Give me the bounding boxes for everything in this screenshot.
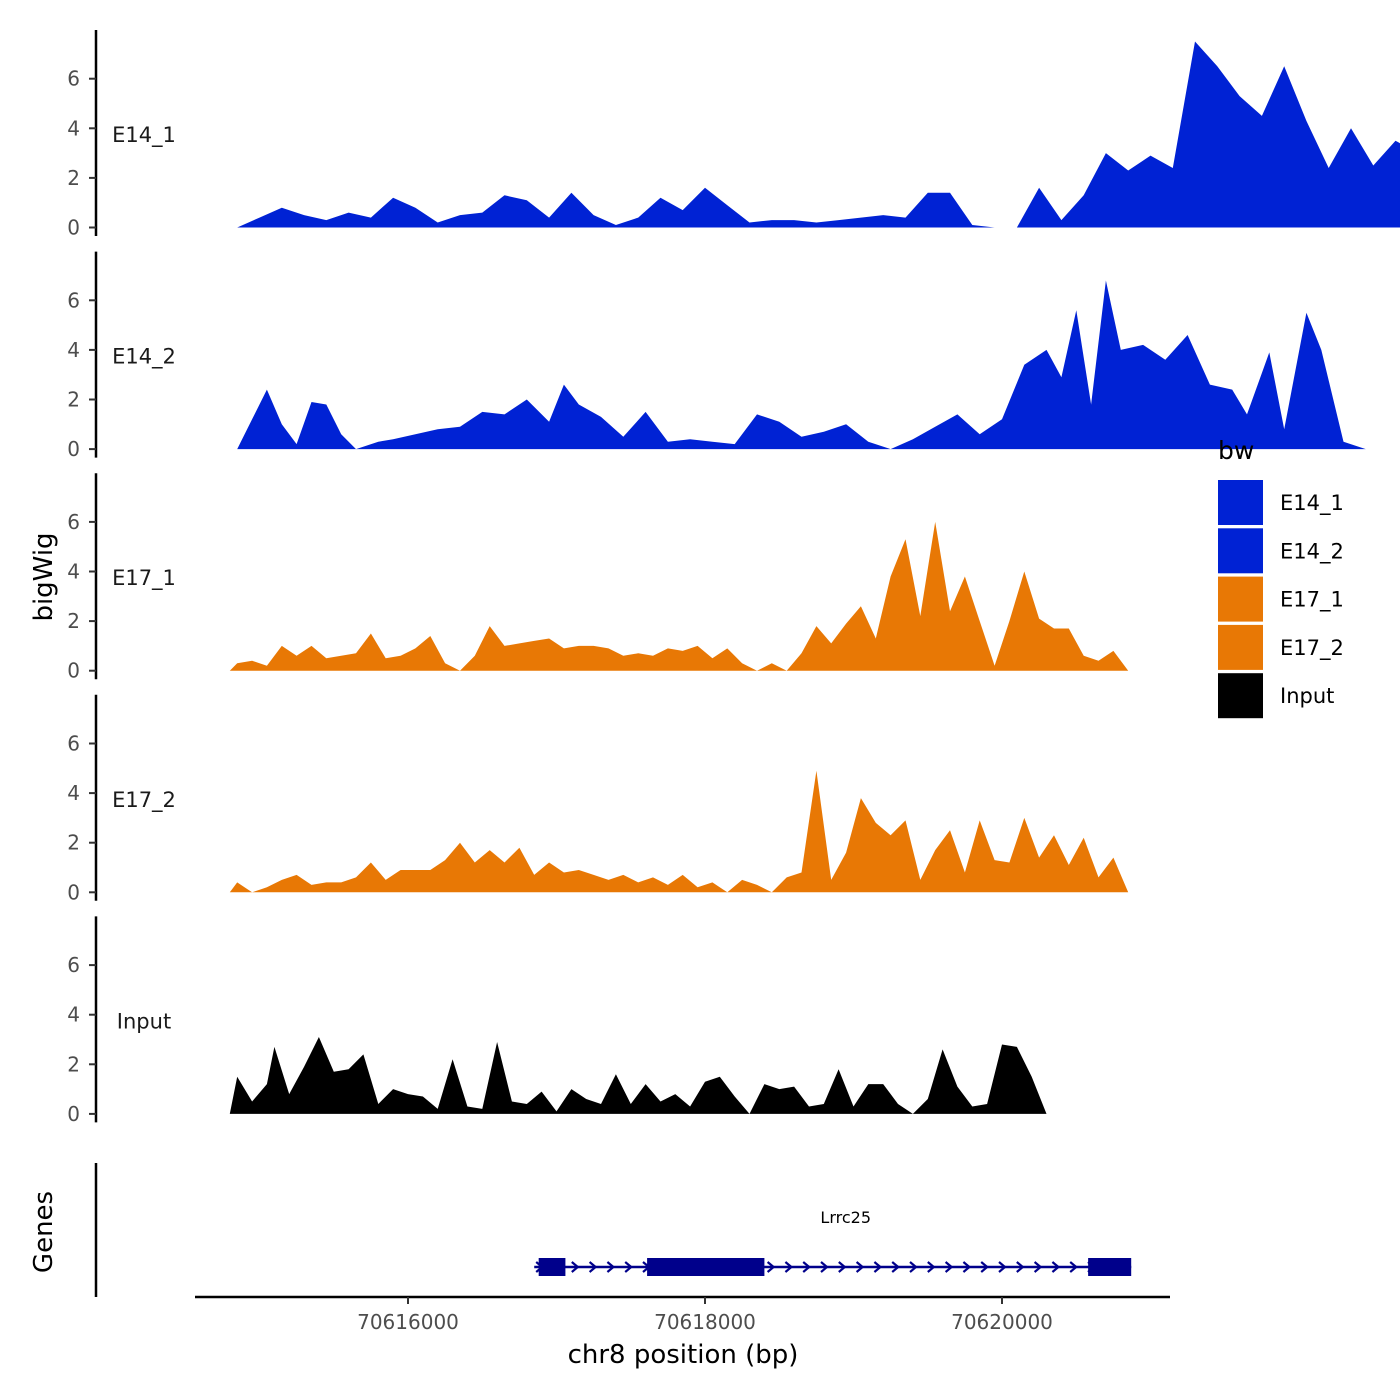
y-tick-label: 4 <box>67 560 80 584</box>
strand-arrow <box>571 1261 580 1273</box>
strand-arrow <box>802 1261 811 1273</box>
y-tick-label: 6 <box>67 953 80 977</box>
x-tick-label: 70616000 <box>357 1310 459 1334</box>
y-tick-label: 0 <box>67 880 80 904</box>
y-tick-label: 0 <box>67 1102 80 1126</box>
y-tick-label: 4 <box>67 781 80 805</box>
track-E14_2: 0 2 4 6 E14_2 <box>67 251 1366 461</box>
y-tick-label: 6 <box>67 510 80 534</box>
strand-arrow <box>909 1261 918 1273</box>
legend-swatch <box>1218 673 1263 719</box>
gene-exon <box>647 1258 765 1276</box>
legend-label: E14_2 <box>1280 539 1344 564</box>
track-label: E14_2 <box>112 345 176 370</box>
legend-item-E14_1: E14_1 <box>1218 480 1344 525</box>
y-tick-label: 2 <box>67 831 80 855</box>
legend-item-E14_2: E14_2 <box>1218 528 1344 574</box>
strand-arrow <box>980 1261 989 1273</box>
coverage-area-E17_1 <box>229 521 1129 671</box>
y-axis-title: bigWig <box>29 532 59 621</box>
strand-arrow <box>1051 1261 1061 1273</box>
y-tick-label: 2 <box>67 609 80 633</box>
strand-arrow <box>944 1261 954 1273</box>
y-tick-label: 0 <box>67 216 80 240</box>
strand-arrow <box>766 1261 776 1273</box>
legend-swatch <box>1218 576 1263 622</box>
y-tick-label: 4 <box>67 1003 80 1027</box>
y-tick-label: 4 <box>67 116 80 140</box>
strand-arrow <box>838 1261 847 1273</box>
strand-arrow <box>1069 1261 1078 1273</box>
y-tick-label: 6 <box>67 288 80 312</box>
strand-arrow <box>1033 1261 1043 1273</box>
legend-item-E17_1: E17_1 <box>1218 576 1344 622</box>
coverage-area-E17_2 <box>229 770 1129 893</box>
strand-arrow <box>998 1261 1007 1273</box>
y-tick-label: 2 <box>67 166 80 190</box>
strand-arrow <box>784 1261 794 1273</box>
strand-arrow <box>1016 1261 1025 1273</box>
y-tick-label: 6 <box>67 732 80 756</box>
x-tick-label: 70618000 <box>654 1310 756 1334</box>
x-axis-title: chr8 position (bp) <box>568 1340 799 1370</box>
gene-Lrrc25: Lrrc25 <box>534 1208 1132 1276</box>
gene-exon <box>1088 1258 1132 1276</box>
strand-arrow <box>873 1261 883 1273</box>
x-tick-label: 70620000 <box>951 1310 1053 1334</box>
track-label: E17_2 <box>112 788 176 813</box>
strand-arrow <box>855 1261 865 1273</box>
legend-label: E17_1 <box>1280 588 1344 613</box>
legend-item-Input: Input <box>1218 673 1334 719</box>
strand-arrow <box>962 1261 972 1273</box>
strand-arrow <box>624 1261 633 1273</box>
legend-swatch <box>1218 624 1263 670</box>
legend-swatch <box>1218 480 1263 525</box>
strand-arrow <box>927 1261 936 1273</box>
track-E17_1: 0 2 4 6 E17_1 <box>67 473 1129 683</box>
track-E14_1: 0 2 4 6 E14_1 <box>67 30 1400 240</box>
gene-label: Lrrc25 <box>820 1208 871 1227</box>
strand-arrow <box>606 1261 616 1273</box>
strand-arrow <box>588 1261 598 1273</box>
gene-exon <box>538 1258 566 1276</box>
x-axis: chr8 position (bp) 70616000 70618000 70620… <box>195 1295 1170 1370</box>
strand-arrow <box>891 1261 900 1273</box>
y-tick-label: 0 <box>67 437 80 461</box>
coverage-area-E14_1 <box>237 41 1400 228</box>
legend-title: bw <box>1218 436 1254 465</box>
legend: bw E14_1 E14_2 E17_1 E17_2 Input <box>1218 436 1344 719</box>
y-tick-label: 2 <box>67 1052 80 1076</box>
strand-arrow <box>820 1261 829 1273</box>
track-label: E17_1 <box>112 566 176 591</box>
legend-label: Input <box>1280 684 1334 708</box>
legend-item-E17_2: E17_2 <box>1218 624 1344 670</box>
y-tick-label: 2 <box>67 388 80 412</box>
coverage-area-Input <box>229 1037 1047 1114</box>
track-label: E14_1 <box>112 123 176 148</box>
track-Input: 0 2 4 6 Input <box>67 916 1047 1126</box>
legend-label: E14_1 <box>1280 491 1344 516</box>
gene-track: Genes Lrrc25 <box>29 1163 1132 1297</box>
legend-swatch <box>1218 528 1263 574</box>
y-tick-label: 6 <box>67 67 80 91</box>
y-tick-label: 0 <box>67 659 80 683</box>
track-label: Input <box>117 1009 171 1033</box>
genes-axis-title: Genes <box>29 1191 59 1273</box>
y-tick-label: 4 <box>67 338 80 362</box>
track-E17_2: 0 2 4 6 E17_2 <box>67 694 1129 904</box>
legend-label: E17_2 <box>1280 636 1344 661</box>
coverage-tracks: 0 2 4 6 E14_1 0 2 4 6 E14_2 0 2 4 6 E17_1 0 2 4 6 E17_2 0 2 4 6… <box>67 30 1400 1126</box>
coverage-area-E14_2 <box>237 280 1366 450</box>
